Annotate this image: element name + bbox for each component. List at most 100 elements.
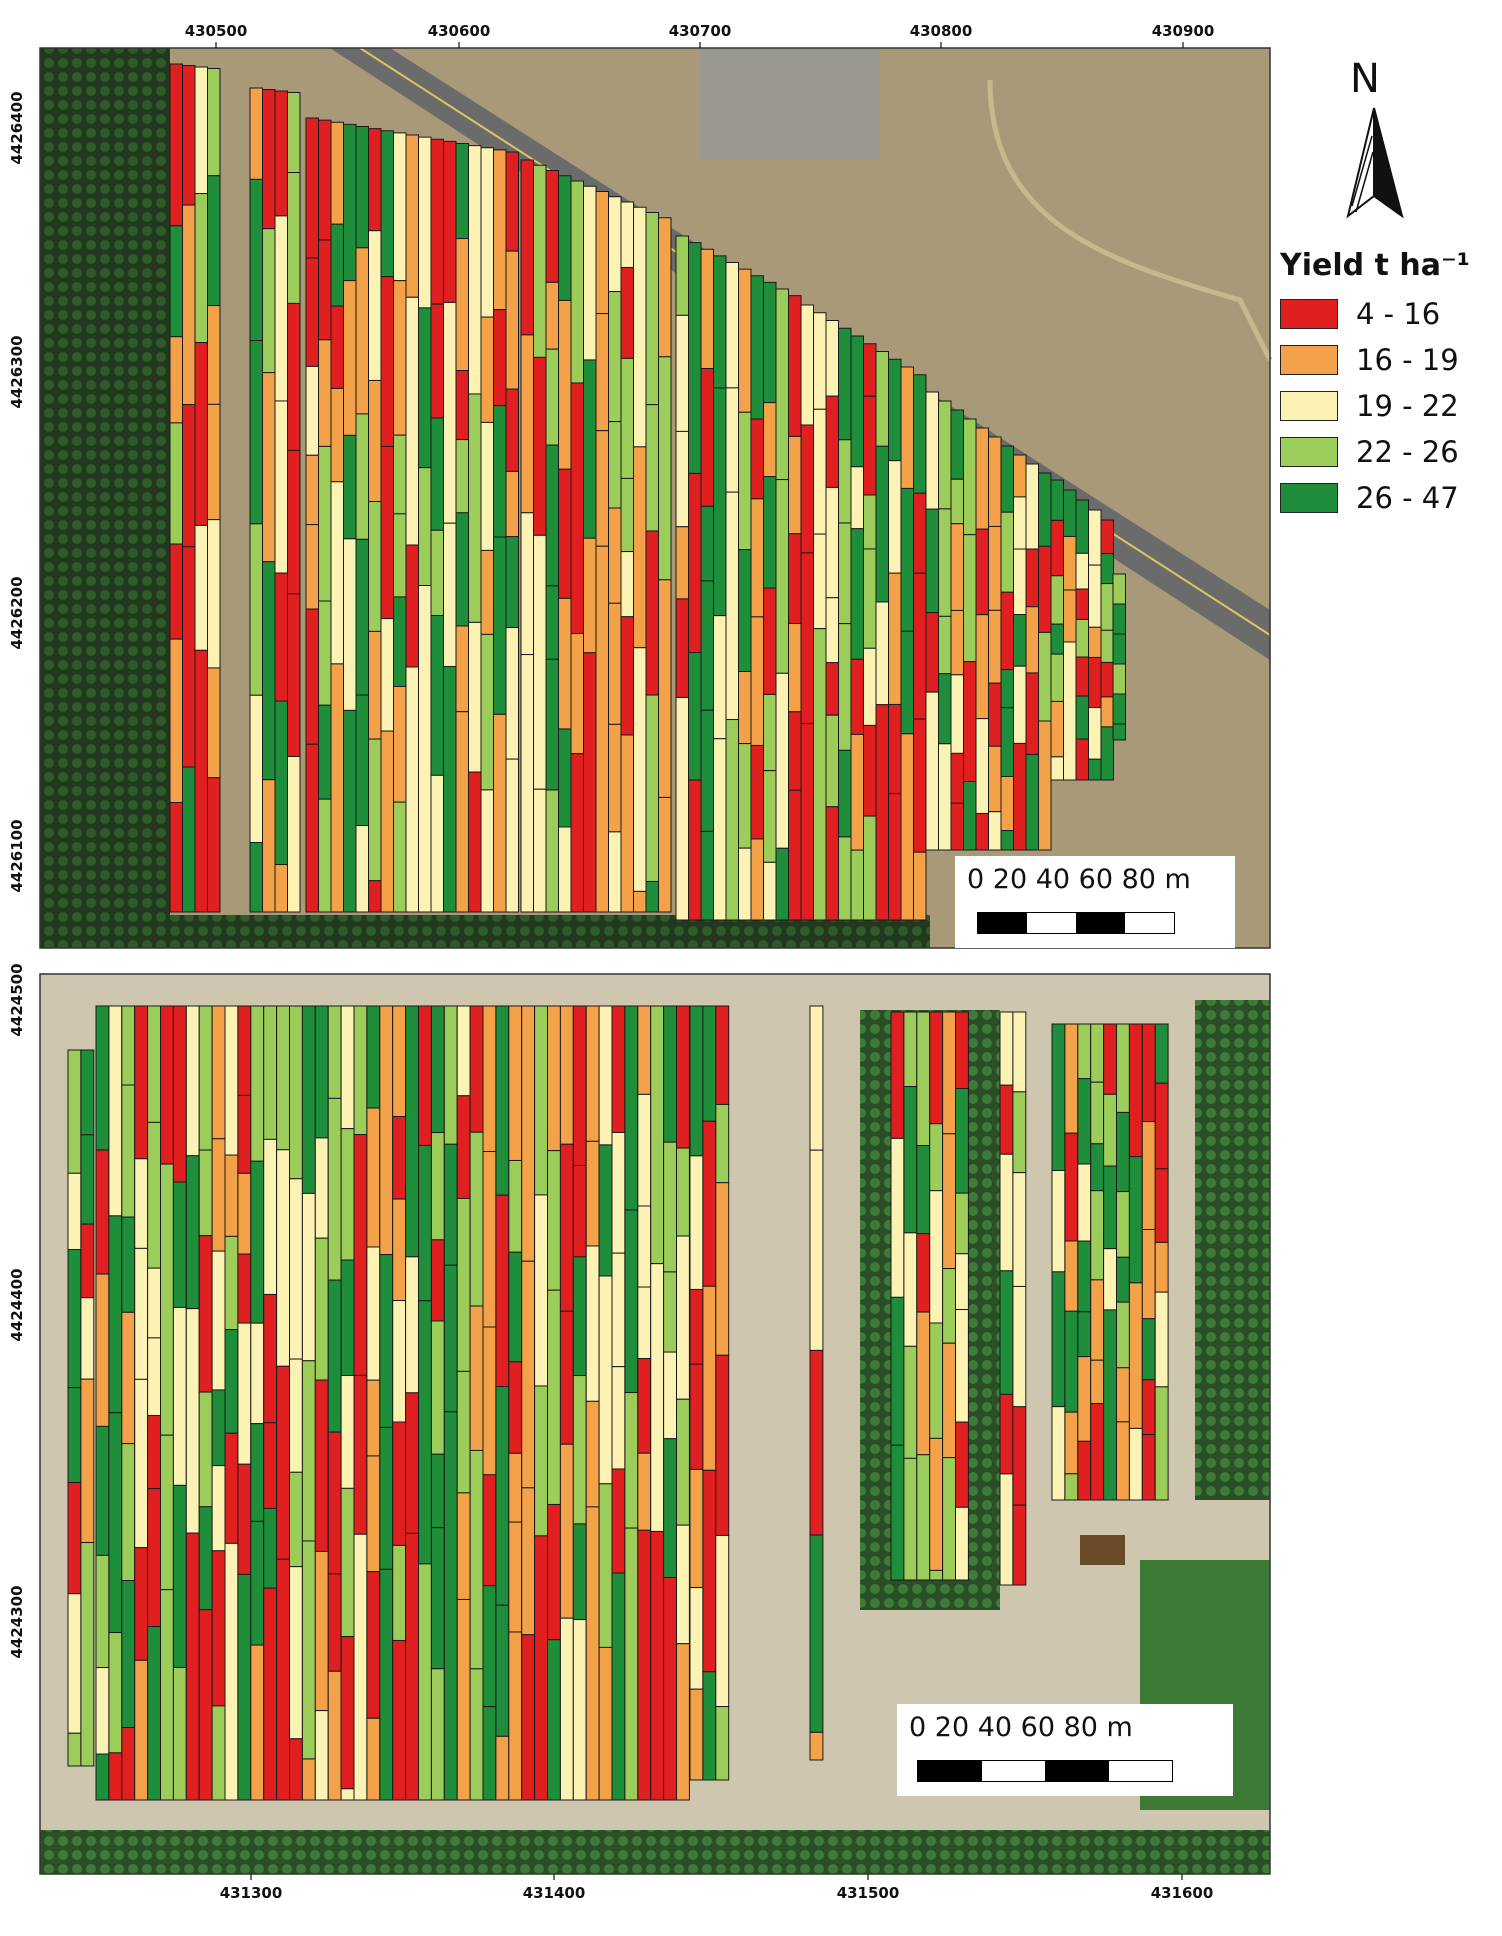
yield-cell: [975, 718, 989, 814]
yield-cell: [1012, 1406, 1027, 1506]
yield-cell: [327, 1279, 342, 1433]
yield-cell: [738, 549, 752, 673]
yield-cell: [750, 744, 764, 840]
yield-cell: [637, 1452, 652, 1531]
yield-cell: [825, 597, 839, 664]
yield-cell: [988, 525, 1002, 611]
yield-cell: [237, 1573, 252, 1801]
yield-cell: [863, 494, 877, 550]
yield-cell: [250, 1644, 265, 1801]
yield-cell: [763, 693, 777, 772]
yield-cell: [913, 492, 927, 574]
yield-cell: [469, 1449, 484, 1670]
yield-cell: [121, 1443, 136, 1582]
yield-cell: [825, 395, 839, 488]
yield-cell: [763, 402, 777, 478]
yield-cell: [925, 508, 939, 614]
yield-cell: [508, 1521, 523, 1633]
yield-cell: [493, 309, 507, 407]
yield-cell: [620, 357, 634, 479]
yield-cell: [547, 1503, 561, 1641]
yield-cell: [263, 1587, 278, 1801]
yield-cell: [1100, 519, 1114, 555]
x-tick-label: 431300: [220, 1884, 283, 1902]
legend-swatch: [1280, 437, 1338, 467]
yield-cell: [598, 1144, 613, 1277]
yield-cell: [1141, 1229, 1156, 1320]
yield-cell: [1128, 1156, 1143, 1284]
yield-cell: [1090, 1143, 1105, 1192]
yield-cell: [194, 66, 208, 195]
yield-cell: [455, 238, 469, 372]
legend-label: 4 - 16: [1356, 297, 1441, 331]
yield-cell: [888, 793, 902, 921]
yield-cell: [950, 802, 964, 851]
yield-cell: [340, 1375, 355, 1489]
yield-cell: [301, 1540, 316, 1760]
yield-cell: [559, 1005, 574, 1145]
north-arrow: N: [1326, 56, 1426, 226]
yield-cell: [988, 745, 1002, 813]
yield-cell: [211, 1550, 226, 1707]
yield-cell: [443, 1264, 458, 1413]
yield-cell: [585, 1005, 600, 1142]
yield-cell: [1013, 496, 1027, 550]
yield-cell: [637, 1286, 652, 1360]
yield-cell: [572, 1375, 587, 1525]
yield-cell: [1051, 1271, 1066, 1408]
yield-cell: [1103, 1023, 1117, 1095]
yield-cell: [598, 1275, 613, 1485]
yield-cell: [1012, 1172, 1027, 1287]
yield-cell: [121, 1727, 136, 1801]
yield-cell: [1051, 1406, 1066, 1501]
yield-cell: [469, 1005, 484, 1133]
yield-cell: [725, 719, 739, 921]
yield-cell: [1075, 499, 1089, 554]
yield-cell: [838, 836, 852, 921]
yield-cell: [1075, 588, 1089, 620]
legend-row: 22 - 26: [1280, 429, 1500, 475]
yield-cell: [999, 1011, 1014, 1086]
yield-cell: [67, 1387, 82, 1484]
yield-cell: [355, 694, 369, 827]
yield-cell: [925, 391, 939, 510]
yield-cell: [988, 811, 1002, 851]
yield-cell: [194, 524, 208, 651]
yield-cell: [713, 738, 727, 921]
yield-cell: [274, 700, 288, 866]
yield-cell: [1088, 564, 1102, 628]
yield-cell: [1075, 618, 1089, 658]
legend-swatch: [1280, 299, 1338, 329]
yield-cell: [1077, 1356, 1092, 1442]
yield-cell: [287, 92, 301, 174]
yield-cell: [287, 172, 301, 304]
yield-cell: [825, 806, 839, 921]
bottom-y-axis-ticks: 4424500 4424400 4424300: [8, 963, 26, 1658]
yield-cell: [327, 1431, 342, 1575]
yield-cell: [495, 1386, 510, 1606]
yield-cell: [318, 600, 332, 706]
yield-cell: [763, 281, 777, 404]
yield-cell: [1141, 1318, 1156, 1381]
yield-cell: [121, 1005, 136, 1086]
yield-cell: [182, 404, 196, 548]
yield-cell: [368, 230, 382, 381]
yield-cell: [172, 1181, 187, 1308]
top-yield-strips: [169, 63, 1126, 921]
yield-cell: [715, 1005, 730, 1105]
yield-cell: [380, 130, 394, 278]
yield-cell: [121, 1084, 136, 1218]
yield-cell: [469, 1668, 484, 1801]
yield-cell: [1050, 756, 1064, 781]
yield-cell: [938, 615, 952, 675]
yield-cell: [305, 743, 319, 913]
yield-cell: [405, 134, 419, 298]
yield-cell: [533, 164, 547, 358]
yield-cell: [675, 526, 689, 600]
y-tick-label: 4426300: [8, 335, 26, 408]
x-tick-label: 431400: [523, 1884, 586, 1902]
yield-cell: [903, 1086, 918, 1234]
yield-cell: [505, 536, 519, 629]
yield-cell: [1141, 1434, 1156, 1501]
